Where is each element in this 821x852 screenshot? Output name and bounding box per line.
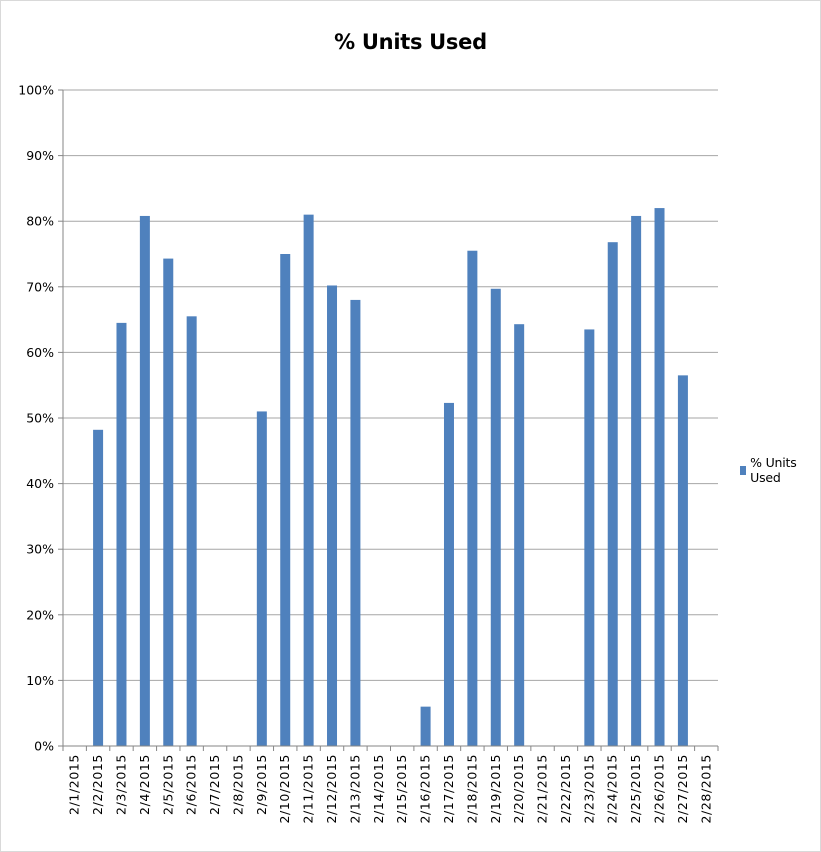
bar xyxy=(139,215,150,746)
axes xyxy=(58,89,719,751)
x-tick-label: 2/1/2015 xyxy=(67,754,82,815)
x-tick-label: 2/23/2015 xyxy=(581,754,596,824)
x-tick-label: 2/18/2015 xyxy=(464,754,479,824)
y-tick-label: 90% xyxy=(26,148,54,163)
bar xyxy=(584,329,595,746)
x-tick-label: 2/5/2015 xyxy=(160,754,175,815)
x-tick-label: 2/2/2015 xyxy=(90,754,105,815)
x-tick-label: 2/17/2015 xyxy=(441,754,456,824)
bar xyxy=(631,215,642,746)
x-tick-labels: 2/1/2015 2/2/2015 2/3/2015 2/4/2015 2/5/2015… xyxy=(67,754,714,824)
y-tick-label: 30% xyxy=(26,542,54,557)
bar xyxy=(420,706,431,746)
x-tick-label: 2/4/2015 xyxy=(137,754,152,815)
x-tick-label: 2/22/2015 xyxy=(558,754,573,824)
y-tick-label: 10% xyxy=(26,673,54,688)
x-tick-label: 2/14/2015 xyxy=(371,754,386,824)
legend-label: % Units Used xyxy=(750,455,797,485)
x-tick-label: 2/26/2015 xyxy=(652,754,667,824)
y-tick-labels: 0% 10% 20% 30% 40% 50% 60% 70% 80% 90% 100% xyxy=(18,83,54,754)
bar xyxy=(443,402,454,746)
bar xyxy=(350,299,361,746)
bar xyxy=(327,285,338,746)
bar xyxy=(467,250,478,746)
x-tick-label: 2/7/2015 xyxy=(207,754,222,815)
x-tick-label: 2/12/2015 xyxy=(324,754,339,824)
x-tick-label: 2/19/2015 xyxy=(488,754,503,824)
y-tick-label: 100% xyxy=(18,83,54,98)
x-tick-label: 2/10/2015 xyxy=(277,754,292,824)
legend-swatch xyxy=(740,465,747,475)
y-tick-label: 0% xyxy=(34,739,54,754)
y-tick-label: 60% xyxy=(26,345,54,360)
bar xyxy=(256,411,267,746)
bar xyxy=(490,288,501,746)
y-tick-label: 20% xyxy=(26,607,54,622)
bar xyxy=(280,254,291,746)
bar xyxy=(514,324,525,746)
chart-title: % Units Used xyxy=(334,30,487,54)
gridlines xyxy=(63,89,718,681)
y-tick-label: 70% xyxy=(26,279,54,294)
bar xyxy=(186,316,197,746)
x-tick-label: 2/28/2015 xyxy=(698,754,713,824)
x-tick-label: 2/6/2015 xyxy=(184,754,199,815)
bar xyxy=(654,208,665,746)
bar xyxy=(163,258,174,746)
x-tick-label: 2/11/2015 xyxy=(301,754,316,824)
x-tick-label: 2/8/2015 xyxy=(230,754,245,815)
x-tick-label: 2/13/2015 xyxy=(347,754,362,824)
x-tick-label: 2/3/2015 xyxy=(113,754,128,815)
bars xyxy=(93,208,688,746)
bar xyxy=(303,214,314,746)
x-tick-label: 2/20/2015 xyxy=(511,754,526,824)
y-tick-label: 80% xyxy=(26,214,54,229)
x-tick-label: 2/27/2015 xyxy=(675,754,690,824)
x-tick-label: 2/24/2015 xyxy=(605,754,620,824)
x-tick-label: 2/16/2015 xyxy=(418,754,433,824)
bar xyxy=(607,242,618,746)
legend: % Units Used xyxy=(740,455,821,485)
x-tick-label: 2/21/2015 xyxy=(535,754,550,824)
x-tick-label: 2/15/2015 xyxy=(394,754,409,824)
bar xyxy=(116,322,127,746)
bar xyxy=(93,429,104,746)
y-tick-label: 40% xyxy=(26,476,54,491)
x-tick-label: 2/9/2015 xyxy=(254,754,269,815)
y-tick-label: 50% xyxy=(26,411,54,426)
bar xyxy=(677,375,688,746)
x-tick-label: 2/25/2015 xyxy=(628,754,643,824)
